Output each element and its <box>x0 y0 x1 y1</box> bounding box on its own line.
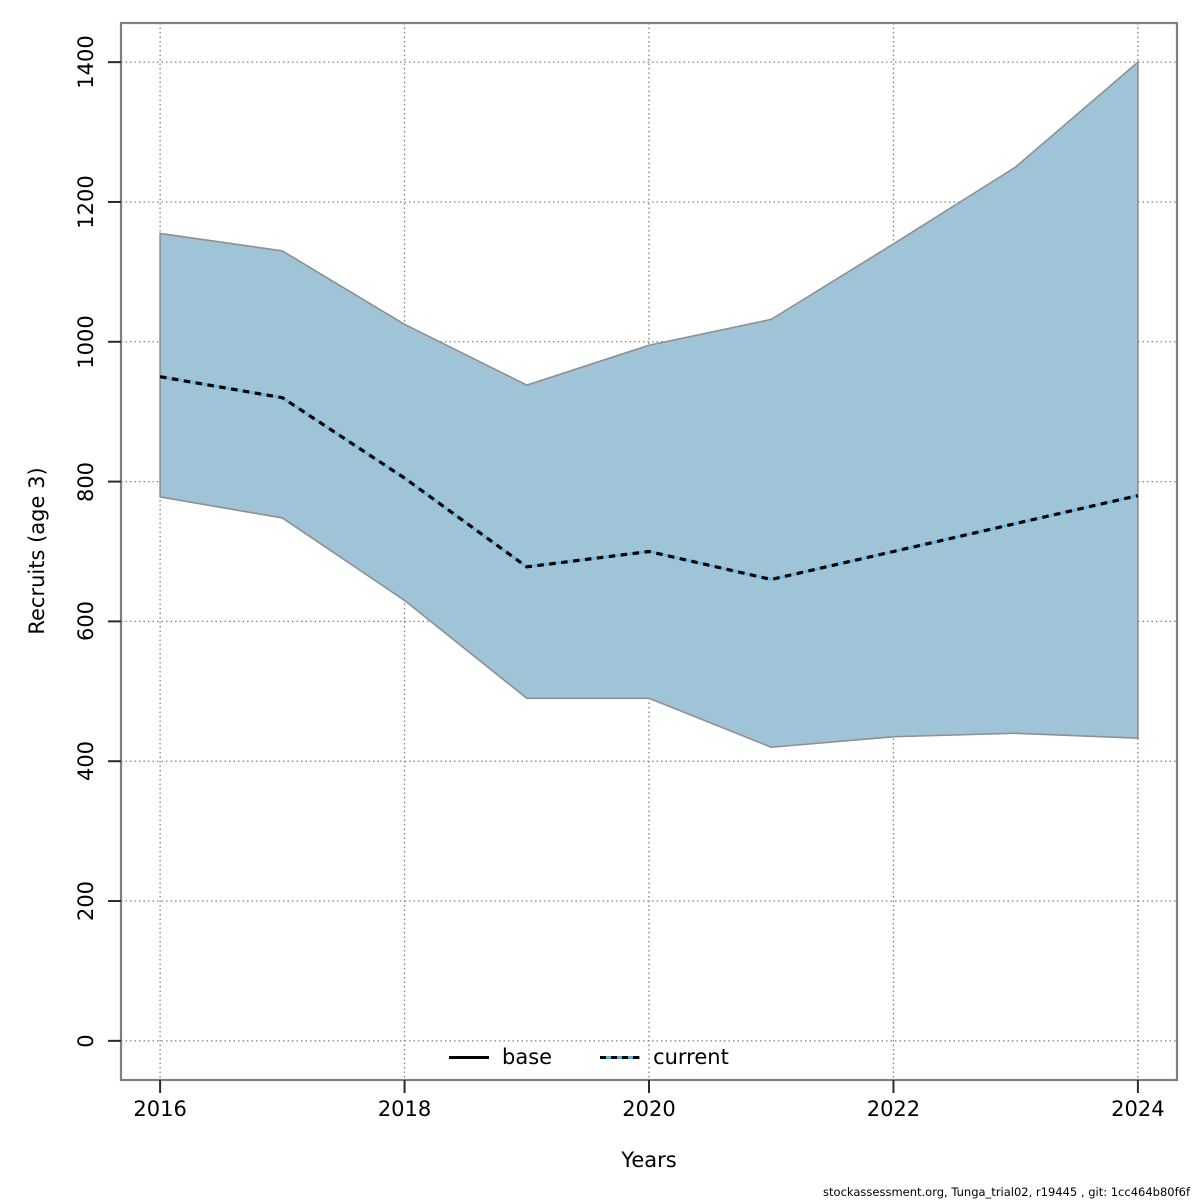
y-tick-label: 1200 <box>74 175 98 229</box>
y-tick-label: 200 <box>74 880 98 922</box>
y-tick-label: 800 <box>74 461 98 502</box>
legend-current-line-icon <box>600 1055 641 1059</box>
legend: base current <box>449 1045 729 1069</box>
y-tick-label: 600 <box>74 601 98 642</box>
confidence-band <box>159 60 1139 749</box>
x-axis-title: Years <box>621 1148 677 1172</box>
footer-provenance-text: stockassessment.org, Tunga_trial02, r194… <box>823 1185 1190 1199</box>
current-line <box>159 375 1139 582</box>
legend-base-line-icon <box>449 1055 489 1059</box>
legend-base-label: base <box>502 1045 553 1069</box>
x-tick-label: 2024 <box>1111 1097 1165 1121</box>
x-tick-label: 2020 <box>622 1097 676 1121</box>
y-tick-label: 400 <box>74 741 98 782</box>
legend-current-label: current <box>653 1045 729 1069</box>
y-tick-label: 0 <box>74 1034 98 1048</box>
y-tick-label: 1000 <box>74 315 98 369</box>
y-axis-title: Recruits (age 3) <box>25 467 49 635</box>
y-tick-label: 1400 <box>74 35 98 89</box>
x-tick-label: 2022 <box>866 1097 921 1121</box>
x-tick-label: 2016 <box>133 1097 187 1121</box>
x-tick-label: 2018 <box>377 1097 432 1121</box>
